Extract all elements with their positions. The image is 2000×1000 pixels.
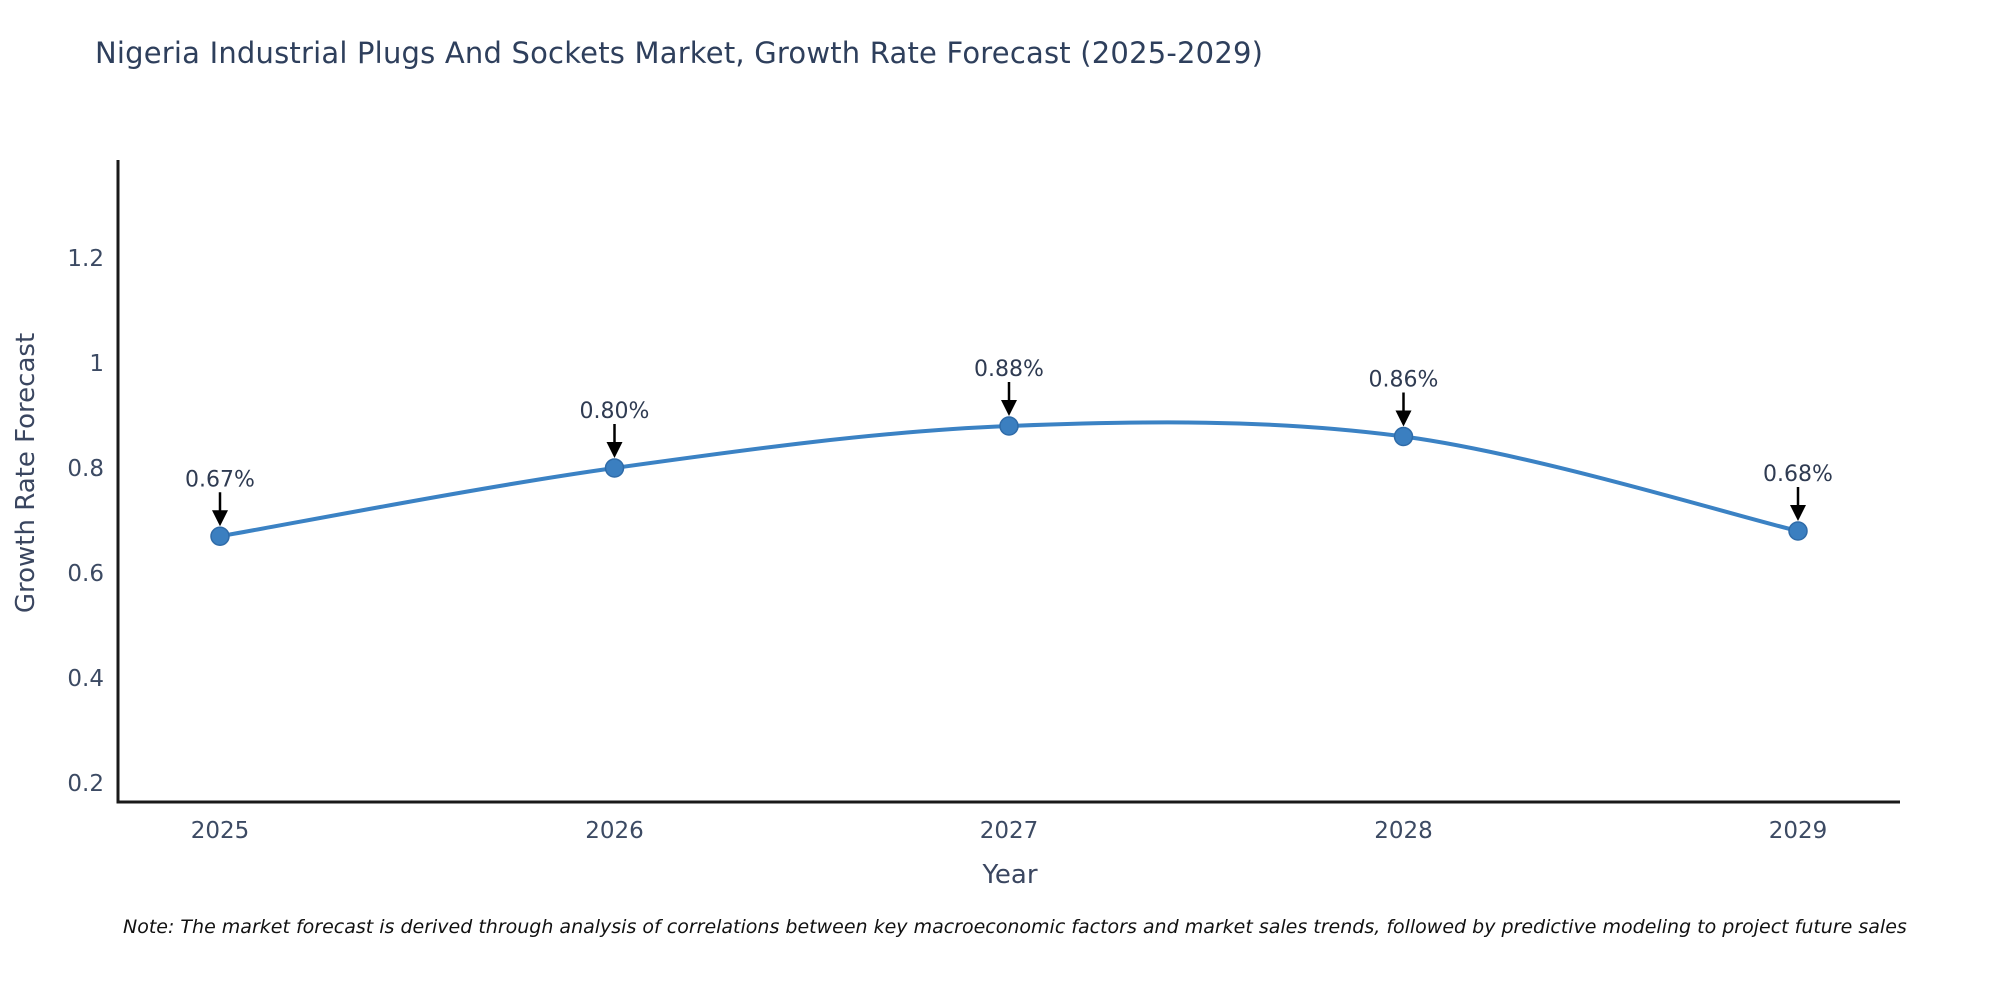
data-point-label: 0.88% [974,357,1044,382]
data-point-marker [604,458,625,478]
annotation-arrowhead [1790,505,1806,521]
y-tick-label: 1.2 [67,246,104,272]
y-tick-label: 0.4 [67,666,104,692]
data-point-marker [1393,426,1414,447]
annotation-arrowhead [212,510,228,527]
annotation-arrowhead [606,442,623,458]
y-tick-label: 1 [89,351,104,377]
annotation-arrowhead [1395,410,1412,427]
x-tick-label: 2026 [585,818,644,844]
forecast-line [218,420,1800,539]
data-point-marker [210,526,230,546]
data-point-label: 0.86% [1369,368,1439,393]
footnote: Note: The market forecast is derived thr… [123,916,1907,938]
data-point-label: 0.80% [580,399,650,424]
x-tick-label: 2029 [1769,818,1828,844]
y-tick-label: 0.2 [67,771,104,797]
annotation-arrowhead [1001,400,1017,416]
x-axis-title: Year [982,860,1038,890]
axis-spines [116,160,1900,804]
x-tick-label: 2025 [191,818,250,844]
y-tick-label: 0.6 [67,561,104,587]
data-point-label: 0.68% [1763,462,1833,487]
x-tick-label: 2027 [980,818,1039,844]
x-tick-label: 2028 [1374,818,1433,844]
data-point-marker [999,416,1019,436]
chart-title: Nigeria Industrial Plugs And Sockets Mar… [95,36,1264,70]
data-point-marker [1788,521,1808,541]
y-tick-label: 0.8 [67,456,104,482]
data-point-label: 0.67% [185,467,255,492]
y-axis-title: Growth Rate Forecast [11,332,41,614]
